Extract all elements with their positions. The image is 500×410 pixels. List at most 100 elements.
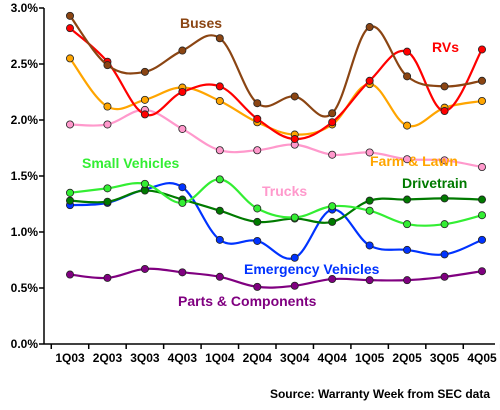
y-tick-label: 2.5% <box>11 57 39 71</box>
data-point-parts-components <box>403 276 412 285</box>
series-buses <box>66 11 486 118</box>
data-point-emergency-vehicles <box>365 241 374 250</box>
x-axis-ticks: 1Q03 2Q03 3Q03 4Q03 1Q04 2Q04 3Q04 4Q04 1Q05 2Q05… <box>50 344 500 365</box>
data-point-buses <box>403 72 412 81</box>
data-point-rvs <box>253 114 262 123</box>
data-point-emergency-vehicles <box>215 235 224 244</box>
data-point-buses <box>140 67 149 76</box>
data-point-parts-components <box>66 270 75 279</box>
data-point-small-vehicles <box>290 213 299 222</box>
data-point-parts-components <box>328 275 337 284</box>
data-point-emergency-vehicles <box>403 245 412 254</box>
series-label-farm-lawn: Farm & Lawn <box>370 153 458 169</box>
data-point-buses <box>328 109 337 118</box>
data-point-trucks <box>66 120 75 129</box>
data-point-buses <box>215 34 224 43</box>
series-label-drivetrain: Drivetrain <box>402 175 467 191</box>
data-point-trucks <box>440 156 449 165</box>
data-point-farm-lawn <box>66 54 75 63</box>
data-point-parts-components <box>365 276 374 285</box>
y-tick-label: 0.0% <box>11 337 39 351</box>
data-point-emergency-vehicles <box>290 253 299 262</box>
x-tick-label: 2Q04 <box>243 351 273 365</box>
data-point-rvs <box>477 45 486 54</box>
data-point-emergency-vehicles <box>477 235 486 244</box>
data-point-buses <box>440 82 449 91</box>
series-label-buses: Buses <box>180 15 222 31</box>
data-point-small-vehicles <box>215 175 224 184</box>
data-point-trucks <box>403 155 412 164</box>
data-point-emergency-vehicles <box>253 236 262 245</box>
data-point-small-vehicles <box>477 211 486 220</box>
series-label-trucks: Trucks <box>262 183 307 199</box>
data-point-trucks <box>365 148 374 157</box>
data-point-rvs <box>403 47 412 56</box>
data-point-small-vehicles <box>328 202 337 211</box>
series-lines <box>66 11 486 291</box>
data-point-farm-lawn <box>215 96 224 105</box>
data-point-trucks <box>215 146 224 155</box>
data-point-trucks <box>477 163 486 172</box>
data-point-rvs <box>178 88 187 97</box>
data-point-drivetrain <box>328 217 337 226</box>
data-point-parts-components <box>140 264 149 273</box>
data-point-buses <box>365 23 374 32</box>
data-point-parts-components <box>253 282 262 291</box>
data-point-trucks <box>178 124 187 133</box>
data-point-parts-components <box>477 267 486 276</box>
y-axis-ticks: 0.0% 0.5% 1.0% 1.5% 2.0% 2.5% 3.0% <box>11 1 44 351</box>
data-point-small-vehicles <box>103 184 112 193</box>
data-point-rvs <box>365 76 374 85</box>
y-tick-label: 0.5% <box>11 281 39 295</box>
data-point-buses <box>290 92 299 101</box>
x-tick-label: 1Q04 <box>205 351 235 365</box>
data-point-parts-components <box>178 268 187 277</box>
data-point-drivetrain <box>440 194 449 203</box>
data-point-farm-lawn <box>477 96 486 105</box>
data-point-farm-lawn <box>103 102 112 111</box>
y-tick-label: 1.0% <box>11 225 39 239</box>
data-point-parts-components <box>440 272 449 281</box>
data-point-farm-lawn <box>140 95 149 104</box>
x-tick-label: 3Q04 <box>280 351 310 365</box>
x-tick-label: 1Q05 <box>355 351 385 365</box>
x-tick-label: 2Q03 <box>93 351 123 365</box>
data-point-drivetrain <box>253 217 262 226</box>
data-point-buses <box>66 11 75 20</box>
data-point-drivetrain <box>477 195 486 204</box>
series-label-emergency-vehicles: Emergency Vehicles <box>244 261 380 277</box>
data-point-rvs <box>66 24 75 33</box>
x-tick-label: 4Q05 <box>467 351 497 365</box>
y-tick-label: 3.0% <box>11 1 39 15</box>
data-point-parts-components <box>290 281 299 290</box>
data-point-buses <box>477 76 486 85</box>
data-point-buses <box>253 99 262 108</box>
data-point-emergency-vehicles <box>178 183 187 192</box>
x-tick-label: 3Q05 <box>430 351 460 365</box>
data-point-rvs <box>215 82 224 91</box>
data-point-trucks <box>103 120 112 129</box>
data-point-drivetrain <box>140 186 149 195</box>
x-tick-label: 4Q03 <box>168 351 198 365</box>
series-rvs <box>66 24 486 144</box>
series-labels: Buses RVs Farm & Lawn Trucks Small Vehic… <box>82 15 467 309</box>
data-point-small-vehicles <box>178 198 187 207</box>
data-point-buses <box>103 61 112 70</box>
data-point-drivetrain <box>215 206 224 215</box>
series-label-parts-components: Parts & Components <box>178 293 317 309</box>
data-point-trucks <box>253 146 262 155</box>
data-point-drivetrain <box>66 196 75 205</box>
x-tick-label: 1Q03 <box>55 351 85 365</box>
data-point-parts-components <box>103 273 112 282</box>
data-point-small-vehicles <box>140 179 149 188</box>
data-point-rvs <box>440 107 449 116</box>
data-point-rvs <box>328 118 337 127</box>
series-parts-components <box>66 264 486 291</box>
data-point-farm-lawn <box>403 121 412 130</box>
data-point-small-vehicles <box>365 206 374 215</box>
series-label-rvs: RVs <box>432 39 459 55</box>
source-note: Source: Warranty Week from SEC data <box>270 387 490 401</box>
x-tick-label: 2Q05 <box>392 351 422 365</box>
series-small-vehicles <box>66 175 486 229</box>
